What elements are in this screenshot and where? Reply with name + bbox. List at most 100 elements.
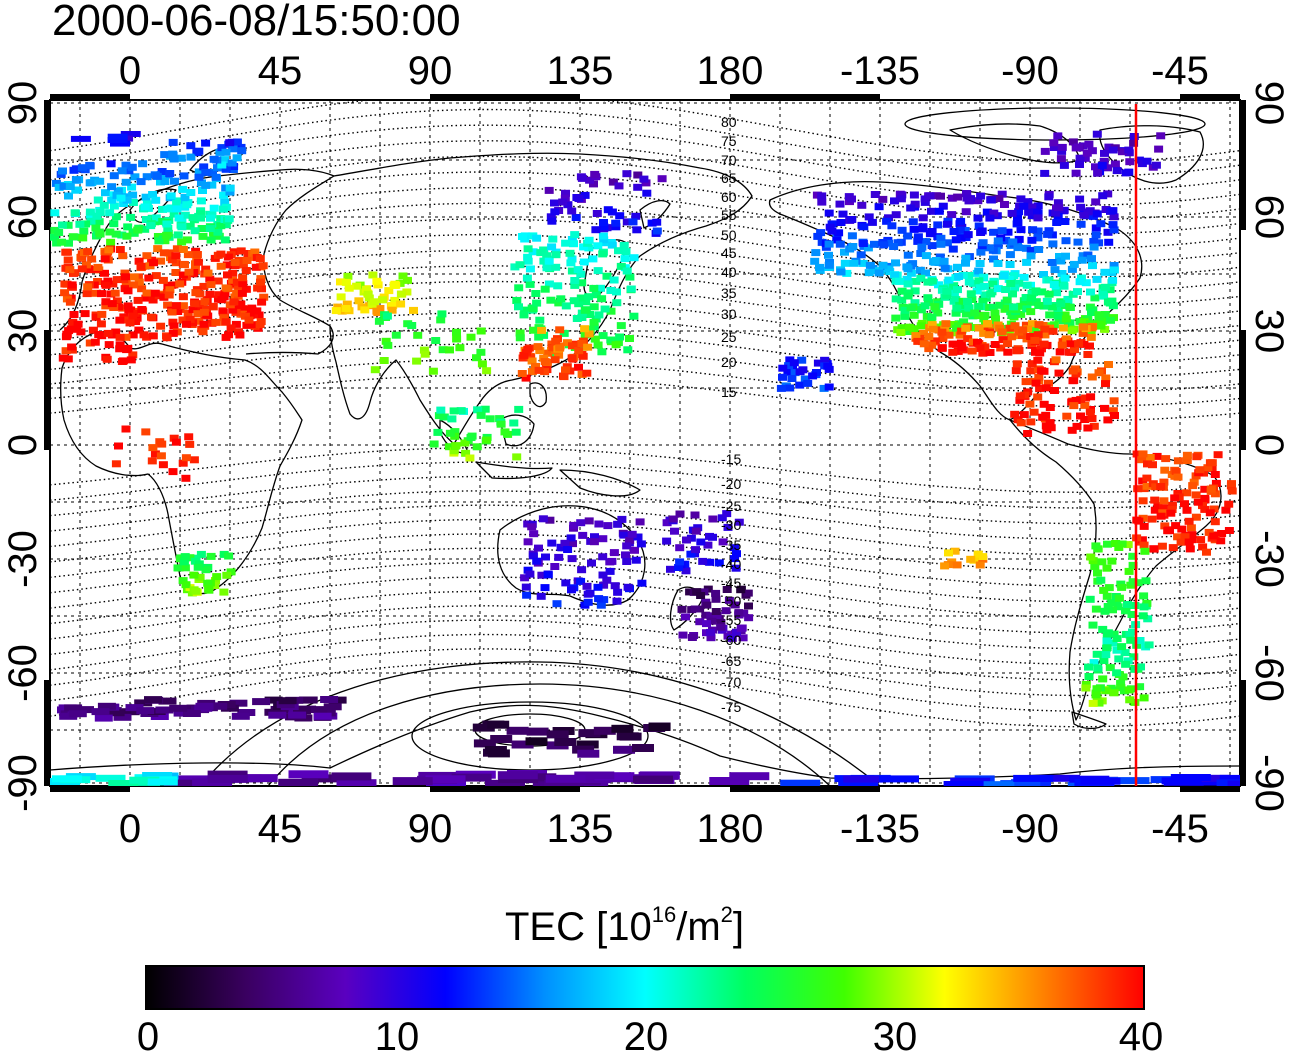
tec-tile [518, 233, 527, 240]
tec-tile [554, 299, 564, 307]
longitude-tick-label: 135 [547, 49, 614, 93]
tec-tile [641, 179, 651, 187]
tec-tile [323, 703, 342, 711]
tec-tile [1003, 340, 1012, 348]
tec-tile [598, 332, 608, 340]
tec-tile [336, 779, 377, 786]
magnetic-latitude-label: 60 [721, 189, 737, 205]
tec-tile [1182, 506, 1192, 514]
tec-tile [183, 310, 193, 317]
tec-tile [449, 407, 459, 415]
tec-tile [1033, 227, 1043, 235]
tec-tile [107, 183, 117, 191]
tec-tile [593, 242, 603, 250]
tec-tile [1137, 160, 1147, 168]
tec-tile [726, 634, 736, 642]
tec-tile [95, 209, 105, 217]
tec-tile [57, 238, 66, 246]
tec-tile [111, 230, 121, 238]
tec-tile [403, 276, 412, 284]
tec-tile [59, 712, 78, 720]
tec-tile [1105, 664, 1115, 672]
magnetic-latitude-label: -35 [721, 537, 741, 553]
tec-tile [199, 282, 209, 290]
tec-tile [436, 406, 446, 414]
tec-tile [591, 226, 601, 234]
magnetic-latitude-label: -75 [721, 699, 741, 715]
tec-tile [204, 585, 214, 593]
tec-tile [1067, 426, 1077, 434]
tec-tile [608, 178, 618, 186]
tec-tile [1066, 340, 1076, 348]
tec-tile [102, 355, 112, 363]
tec-tile [1149, 545, 1159, 553]
tec-tile [919, 329, 929, 337]
tec-tile [242, 321, 252, 329]
tec-tile [1104, 238, 1114, 246]
tec-tile [217, 161, 227, 169]
tec-tile [817, 198, 827, 206]
tec-tile [1044, 276, 1054, 284]
tec-tile [979, 329, 989, 337]
tec-tile [128, 351, 138, 359]
tec-tile [1206, 485, 1216, 493]
tec-tile [150, 450, 160, 458]
tec-tile [913, 337, 923, 345]
longitude-tick-label: 180 [697, 807, 764, 851]
tec-tile [1014, 208, 1024, 216]
tec-tile [546, 213, 556, 221]
magnetic-latitude-label: 65 [721, 170, 737, 186]
tec-tile [1014, 235, 1024, 243]
tec-tile [134, 257, 144, 265]
tec-tile [570, 277, 580, 284]
tec-tile [709, 777, 750, 785]
tec-tile [235, 331, 245, 339]
tec-tile [1013, 774, 1054, 782]
magnetic-latitude-label: -65 [721, 653, 741, 669]
tec-tile [1038, 413, 1048, 421]
tec-tile [800, 375, 810, 383]
tec-tile [180, 261, 189, 269]
tec-tile [1081, 680, 1091, 688]
tec-tile [1100, 607, 1110, 615]
tec-tile [218, 205, 228, 213]
tec-tile [1022, 258, 1032, 266]
tec-tile [599, 581, 609, 589]
tec-tile [1200, 496, 1210, 504]
tec-tile [941, 320, 951, 328]
tec-tile [633, 183, 643, 191]
tec-tile [1100, 404, 1109, 412]
tec-tile [567, 555, 577, 563]
tec-tile [85, 208, 95, 216]
tec-tile [224, 215, 234, 223]
tec-tile [702, 620, 711, 628]
tec-tile [580, 306, 590, 314]
tec-tile [465, 454, 475, 462]
magnetic-latitude-contour [50, 648, 1240, 712]
tec-tile [551, 263, 561, 271]
tec-tile [1053, 305, 1063, 312]
tec-tile [1125, 696, 1135, 704]
tec-tile [583, 343, 593, 351]
tec-tile [933, 221, 943, 229]
tec-tile [985, 349, 995, 356]
tec-tile [109, 172, 119, 180]
tec-tile [686, 534, 696, 542]
tec-tile [85, 339, 95, 347]
tec-tile [159, 249, 169, 257]
latitude-tick-label: 0 [1247, 434, 1291, 456]
tec-tile [623, 583, 633, 591]
tec-tile [1140, 547, 1150, 555]
tec-tile [606, 307, 616, 315]
tec-tile [606, 287, 616, 294]
tec-tile [934, 281, 943, 289]
tec-tile [783, 368, 793, 376]
tec-tile [884, 265, 894, 273]
tec-tile [75, 220, 85, 228]
tec-tile [220, 289, 230, 297]
tec-tile [194, 317, 204, 325]
tec-tile [460, 439, 470, 447]
tec-tile [207, 770, 248, 779]
tec-tile [787, 375, 797, 382]
tec-tile [1124, 146, 1134, 154]
